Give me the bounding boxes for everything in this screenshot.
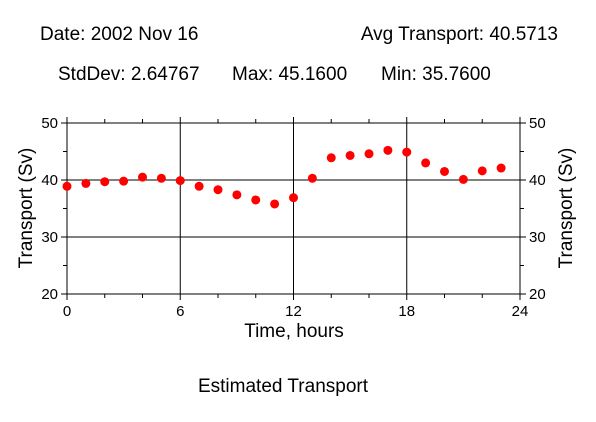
data-point (62, 181, 72, 191)
data-point (251, 195, 261, 205)
x-tick-label: 0 (63, 303, 71, 320)
y-tick-label-right: 50 (529, 115, 546, 132)
data-point (421, 158, 431, 168)
y-tick-label-right: 40 (529, 172, 546, 189)
data-point (270, 199, 280, 209)
data-point (477, 166, 487, 176)
max-label: Max: 45.1600 (232, 64, 348, 85)
y-axis-label-right: Transport (Sv) (556, 148, 577, 269)
data-point (156, 173, 166, 183)
data-point (138, 172, 147, 182)
y-tick-label-left: 30 (41, 229, 58, 246)
y-tick-label-left: 20 (41, 286, 58, 303)
y-tick-label-right: 30 (529, 229, 546, 246)
y-tick-label-left: 50 (41, 115, 58, 132)
date-label: Date: 2002 Nov 16 (40, 24, 199, 45)
chart-points (62, 145, 506, 209)
data-point (458, 174, 468, 184)
data-point (81, 178, 91, 188)
x-axis-label: Time, hours (244, 321, 344, 342)
data-point (100, 177, 110, 187)
x-tick-label: 24 (512, 303, 529, 320)
y-tick-label-right: 20 (529, 286, 546, 303)
data-point (194, 181, 204, 191)
data-point (440, 166, 449, 176)
data-point (213, 185, 223, 195)
min-label: Min: 35.7600 (381, 64, 491, 85)
data-point (383, 145, 393, 155)
y-axis-label-left: Transport (Sv) (16, 148, 37, 269)
chart-grid (67, 123, 520, 294)
x-tick-label: 12 (285, 303, 302, 320)
data-point (496, 163, 506, 173)
data-point (232, 190, 242, 200)
data-point (307, 173, 317, 183)
data-point (175, 176, 185, 186)
data-point (364, 149, 374, 159)
data-point (119, 176, 129, 186)
avg-transport-label: Avg Transport: 40.5713 (360, 24, 558, 45)
data-point (402, 147, 412, 157)
data-point (345, 150, 355, 160)
stddev-label: StdDev: 2.64767 (58, 64, 200, 85)
data-point (289, 193, 298, 203)
chart-title: Estimated Transport (198, 376, 369, 397)
y-tick-label-left: 40 (41, 172, 58, 189)
x-tick-label: 18 (398, 303, 415, 320)
data-point (326, 153, 336, 163)
x-tick-label: 6 (176, 303, 184, 320)
